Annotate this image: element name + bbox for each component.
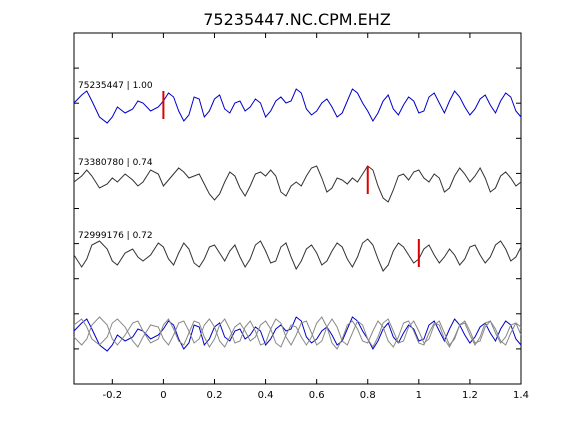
trace-line bbox=[73, 88, 522, 124]
x-tick-label: 0.8 bbox=[360, 390, 376, 401]
overlay-trace bbox=[73, 316, 522, 352]
trace-label: 75235447 | 1.00 bbox=[78, 81, 153, 91]
overlay-trace bbox=[73, 316, 522, 349]
waveform-traces bbox=[73, 88, 522, 352]
x-tick-label: -0.2 bbox=[103, 390, 123, 401]
trace-line bbox=[73, 238, 522, 272]
trace-labels: 75235447 | 1.00 73380780 | 0.74 72999176 |… bbox=[78, 81, 153, 241]
trace-label: 73380780 | 0.74 bbox=[78, 158, 153, 168]
x-tick-label: 0.6 bbox=[309, 390, 325, 401]
x-tick-label: 0.2 bbox=[207, 390, 223, 401]
x-tick-label: 1 bbox=[416, 390, 422, 401]
chart-title: 75235447.NC.CPM.EHZ bbox=[203, 10, 391, 29]
x-tick-label: 1.4 bbox=[513, 390, 529, 401]
overlay-trace bbox=[73, 316, 522, 350]
x-tick-label: 0.4 bbox=[258, 390, 274, 401]
x-tick-label: 1.2 bbox=[462, 390, 478, 401]
trace-label: 72999176 | 0.72 bbox=[78, 231, 153, 241]
pick-markers bbox=[162, 91, 420, 267]
y-axis-ticks bbox=[74, 67, 521, 350]
x-axis-ticks: -0.2 0 0.2 0.4 0.6 0.8 1 1.2 1.4 bbox=[103, 33, 529, 401]
x-tick-label: 0 bbox=[160, 390, 166, 401]
trace-line bbox=[73, 165, 522, 203]
